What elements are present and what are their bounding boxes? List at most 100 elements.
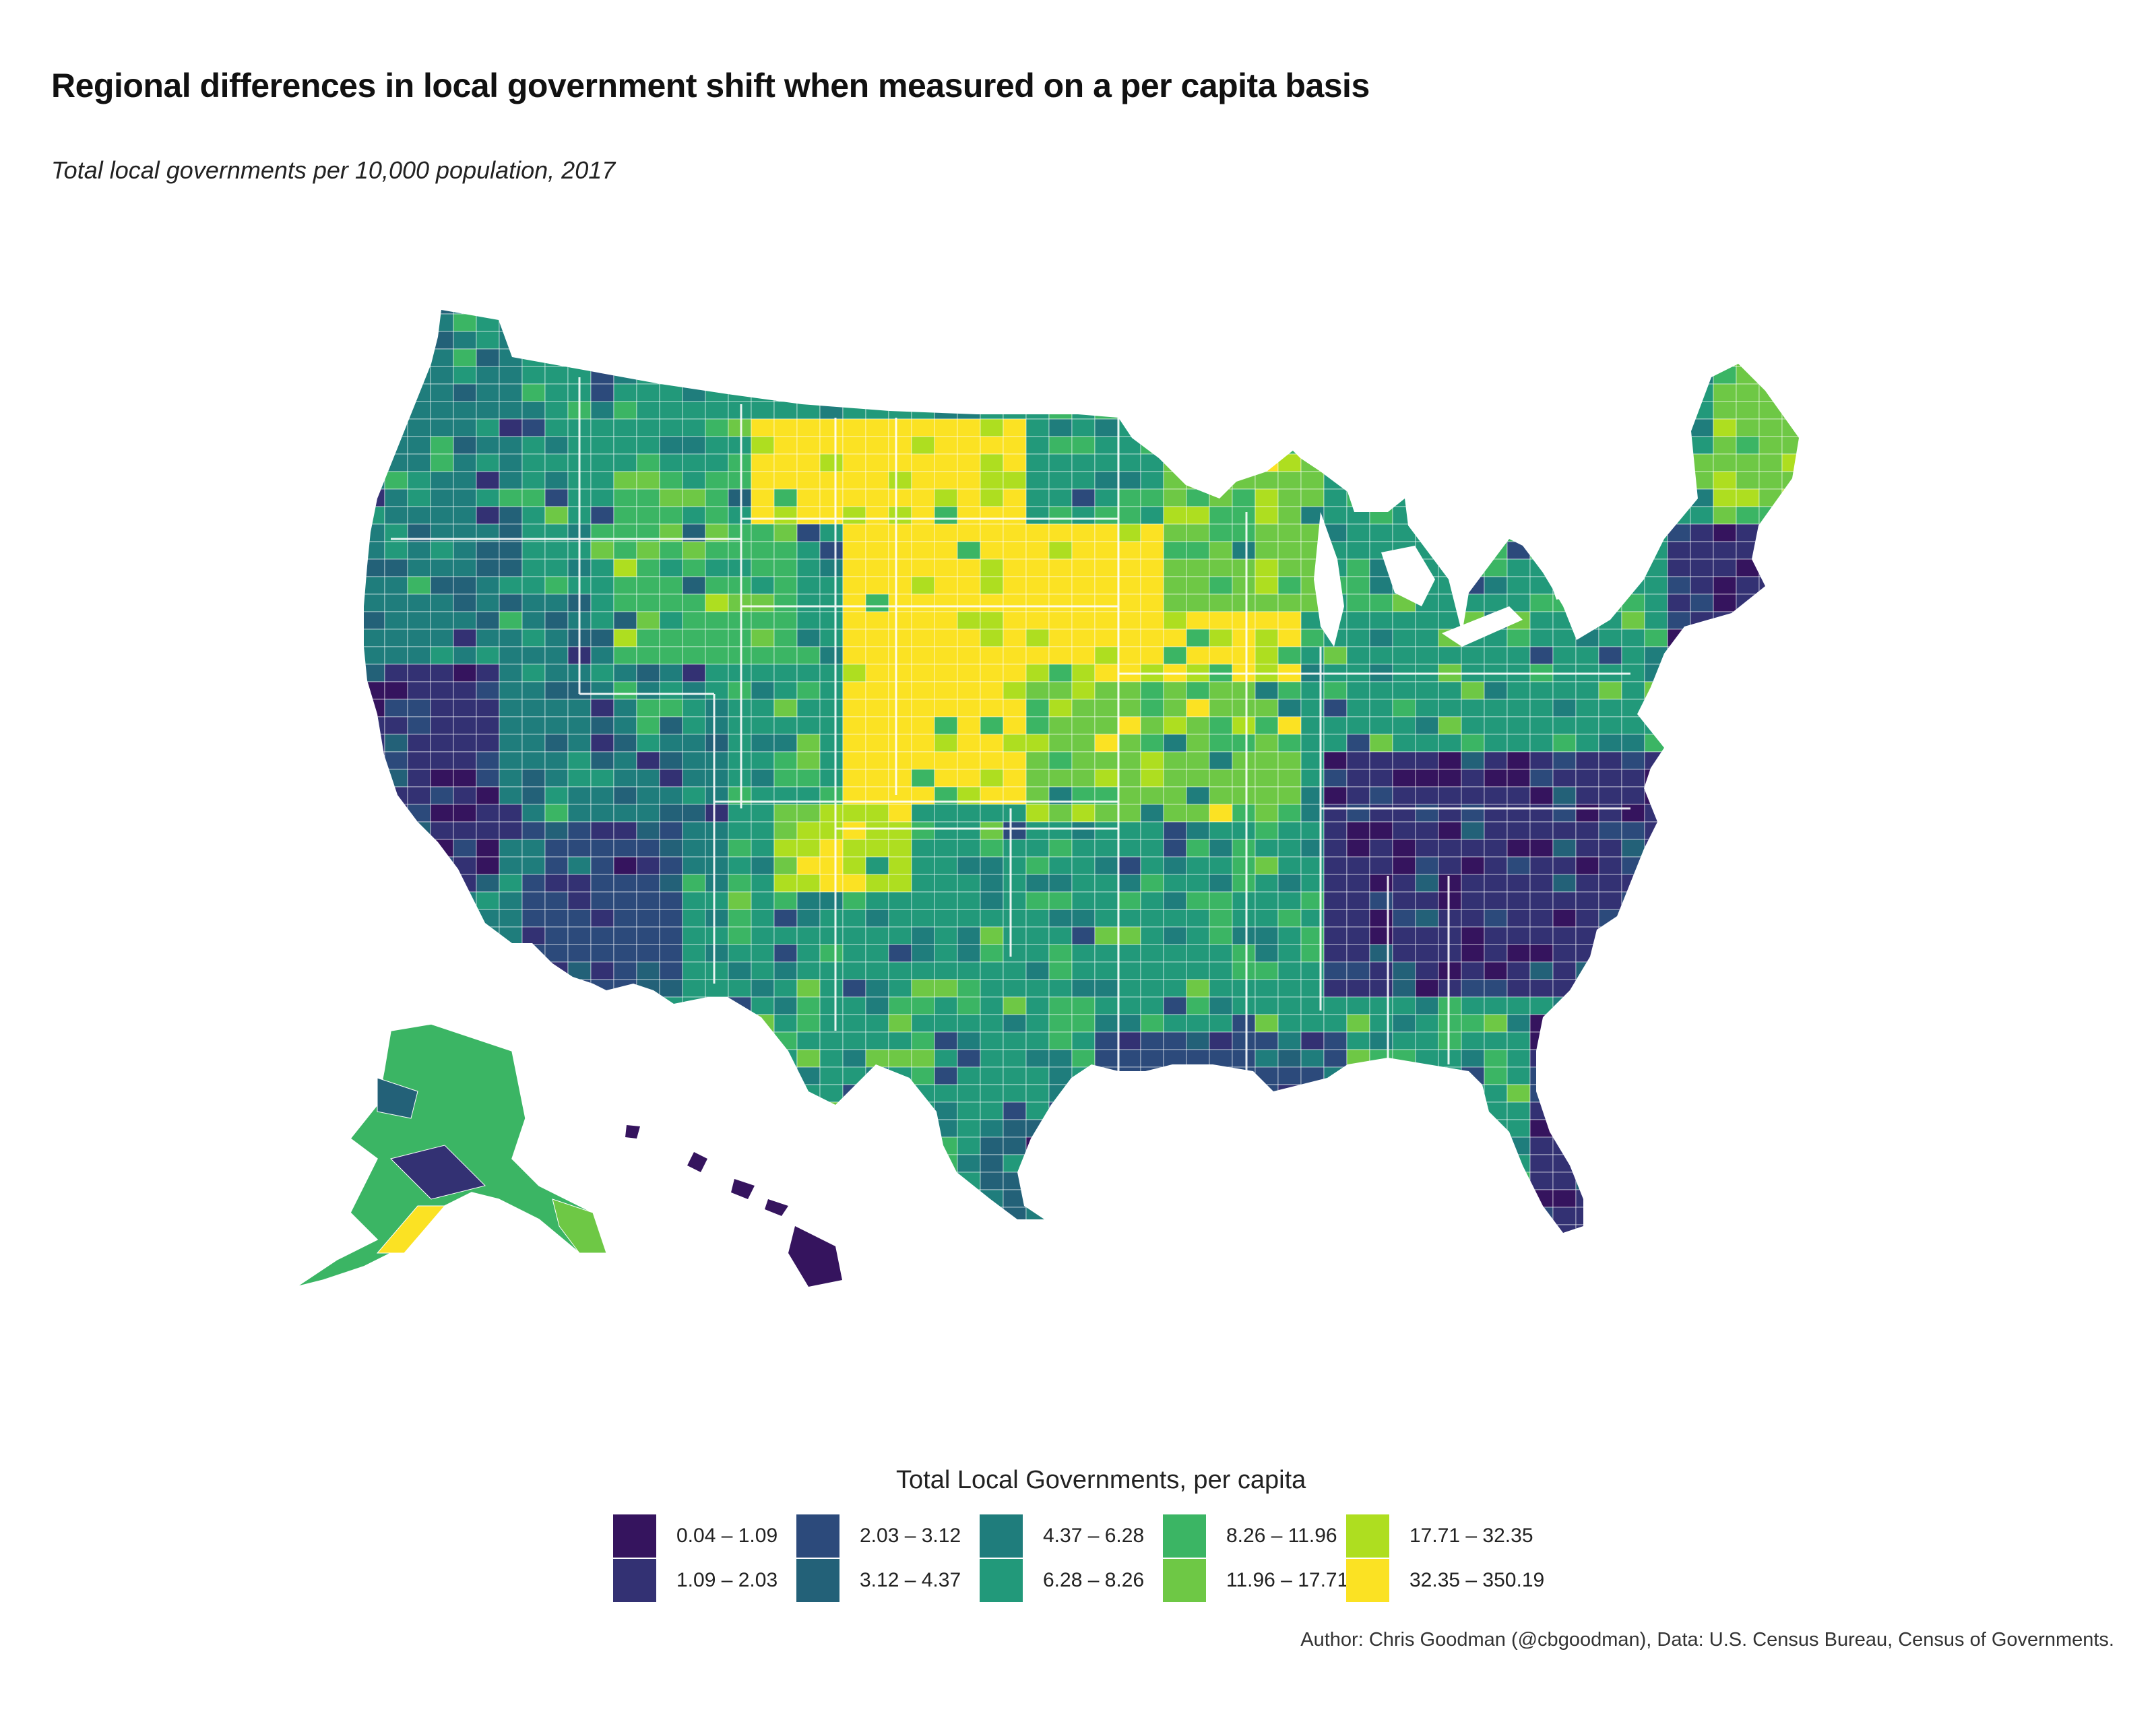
county-cell: [957, 1119, 981, 1138]
county-cell: [1736, 1119, 1760, 1138]
county-cell: [1277, 716, 1302, 735]
county-cell: [1346, 821, 1370, 840]
county-cell: [796, 1119, 821, 1138]
county-cell: [773, 348, 798, 367]
county-cell: [1552, 366, 1577, 385]
county-cell: [431, 1242, 453, 1260]
county-cell: [1529, 401, 1554, 420]
county-cell: [590, 506, 614, 525]
county-cell: [1529, 488, 1554, 507]
county-cell: [1621, 348, 1645, 367]
county-cell: [911, 699, 935, 717]
county-cell: [934, 646, 958, 665]
county-cell: [957, 1066, 981, 1085]
county-cell: [1048, 681, 1073, 700]
county-cell: [934, 1101, 958, 1120]
county-cell: [1461, 821, 1485, 840]
county-cell: [1667, 926, 1691, 945]
county-cell: [1140, 1172, 1164, 1190]
county-cell: [865, 944, 889, 963]
county-cell: [1347, 1242, 1370, 1260]
county-cell: [888, 1101, 912, 1120]
county-cell: [1621, 611, 1645, 630]
county-cell: [407, 856, 431, 875]
county-cell: [705, 944, 729, 963]
county-cell: [1690, 1154, 1714, 1173]
county-cell: [1667, 944, 1691, 963]
county-cell: [888, 1084, 912, 1103]
county-cell: [364, 839, 385, 858]
county-cell: [1621, 1101, 1645, 1120]
county-cell: [705, 909, 729, 928]
county-cell: [842, 856, 866, 875]
county-cell: [1186, 961, 1210, 980]
county-cell: [613, 821, 637, 840]
county-cell: [819, 366, 844, 385]
county-cell: [728, 471, 752, 490]
county-cell: [1644, 996, 1668, 1015]
county-cell: [499, 646, 523, 665]
county-cell: [1277, 418, 1302, 437]
county-cell: [1575, 856, 1599, 875]
county-cell: [521, 331, 546, 350]
county-cell: [957, 401, 981, 420]
county-cell: [1392, 874, 1416, 893]
county-cell: [888, 1137, 912, 1155]
county-cell: [751, 751, 775, 770]
county-cell: [1828, 577, 1851, 594]
county-cell: [1621, 716, 1645, 735]
county-cell: [728, 310, 752, 315]
county-cell: [1186, 891, 1210, 910]
county-cell: [1438, 1101, 1462, 1120]
county-cell: [773, 523, 798, 542]
county-cell: [957, 646, 981, 665]
county-cell: [1392, 1224, 1416, 1233]
county-cell: [957, 1189, 981, 1208]
county-cell: [613, 401, 637, 420]
county-cell: [521, 1014, 546, 1033]
county-cell: [636, 576, 660, 595]
county-cell: [1071, 646, 1096, 665]
county-cell: [1461, 383, 1485, 402]
county-cell: [659, 996, 683, 1015]
county-cell: [1667, 769, 1691, 788]
county-cell: [1369, 909, 1393, 928]
county-cell: [1140, 453, 1164, 472]
county-cell: [1713, 541, 1737, 560]
county-cell: [499, 996, 523, 1015]
county-cell: [1758, 1084, 1783, 1103]
county-cell: [1438, 944, 1462, 963]
county-cell: [1507, 1207, 1531, 1225]
county-cell: [1461, 418, 1485, 437]
county-cell: [1621, 366, 1645, 385]
county-cell: [1529, 786, 1554, 805]
county-cell: [934, 1242, 957, 1260]
county-cell: [1575, 366, 1599, 385]
county-cell: [1140, 576, 1164, 595]
county-cell: [430, 961, 454, 980]
county-cell: [865, 751, 889, 770]
county-cell: [1529, 856, 1554, 875]
county-cell: [430, 979, 454, 998]
county-cell: [1461, 348, 1485, 367]
county-cell: [407, 366, 431, 385]
county-cell: [1048, 576, 1073, 595]
county-cell: [1781, 1172, 1799, 1190]
county-cell: [1140, 1224, 1164, 1233]
county-cell: [819, 856, 844, 875]
county-cell: [1667, 541, 1691, 560]
county-cell: [1644, 310, 1668, 315]
county-cell: [1529, 366, 1554, 385]
county-cell: [1736, 804, 1760, 823]
county-cell: [1598, 926, 1622, 945]
county-cell: [1369, 506, 1393, 525]
county-cell: [980, 1242, 1003, 1260]
county-cell: [1575, 1154, 1599, 1173]
legend-label: 17.71 – 32.35: [1409, 1525, 1533, 1547]
county-cell: [453, 979, 477, 998]
county-cell: [1736, 1014, 1760, 1033]
county-cell: [1805, 524, 1828, 542]
county-cell: [1529, 716, 1554, 735]
county-cell: [796, 751, 821, 770]
county-cell: [1736, 383, 1760, 402]
